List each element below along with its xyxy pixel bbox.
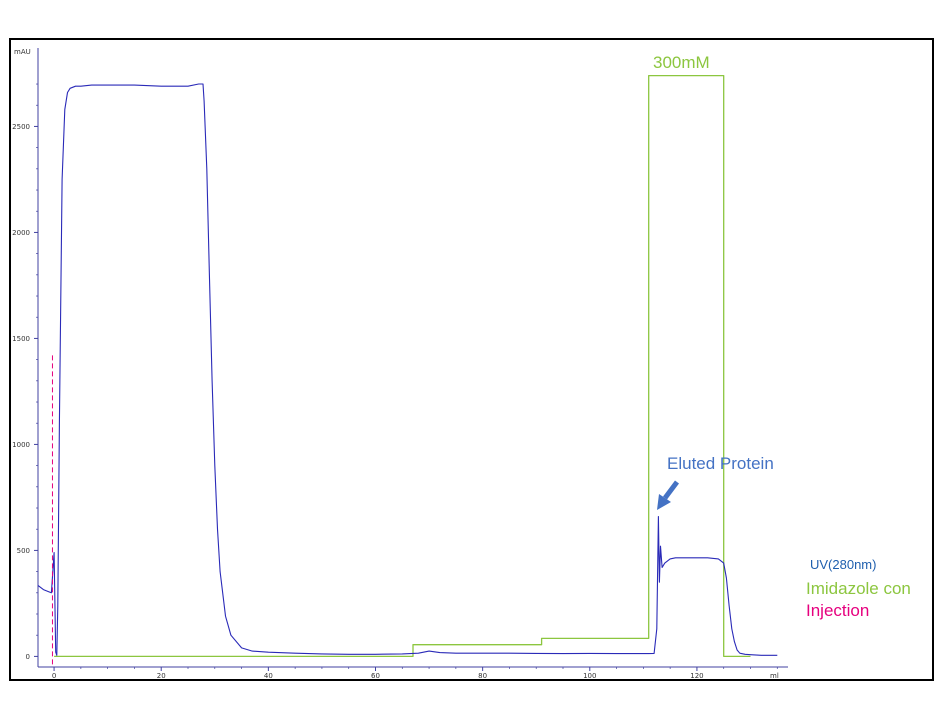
x-tick-label: 0 <box>52 672 56 680</box>
y-tick-label: 0 <box>26 653 30 661</box>
x-unit-label: ml <box>770 672 779 680</box>
y-tick-label: 2000 <box>12 229 30 237</box>
x-tick-label: 120 <box>690 672 703 680</box>
annotation-300mm: 300mM <box>653 53 710 72</box>
legend: UV(280nm) Imidazole con Injection <box>806 557 911 620</box>
arrow-shaft <box>663 480 679 500</box>
x-tick-label: 20 <box>157 672 166 680</box>
y-tick-label: 1000 <box>12 441 30 449</box>
legend-injection: Injection <box>806 601 869 620</box>
axes: mAU ml 0 500 1000 1500 2000 2500 0 20 40 60 80 100 120 <box>12 48 788 680</box>
y-tick-label: 1500 <box>12 335 30 343</box>
uv-280nm-trace <box>37 83 778 656</box>
x-tick-label: 40 <box>264 672 273 680</box>
x-tick-label: 60 <box>371 672 380 680</box>
chart-frame <box>9 38 934 681</box>
annotation-layer: 300mM Eluted Protein <box>653 53 774 510</box>
legend-imidazole: Imidazole con <box>806 579 911 598</box>
y-tick-label: 500 <box>17 547 30 555</box>
arrow-head <box>657 494 671 510</box>
series-layer <box>37 74 778 667</box>
y-tick-label: 2500 <box>12 123 30 131</box>
x-tick-label: 100 <box>583 672 596 680</box>
imidazole-trace <box>54 74 751 658</box>
annotation-eluted-protein: Eluted Protein <box>667 454 774 473</box>
eluted-protein-arrow-icon <box>657 480 679 510</box>
x-tick-label: 80 <box>478 672 487 680</box>
legend-uv-280nm: UV(280nm) <box>810 557 876 572</box>
y-unit-label: mAU <box>14 48 31 56</box>
